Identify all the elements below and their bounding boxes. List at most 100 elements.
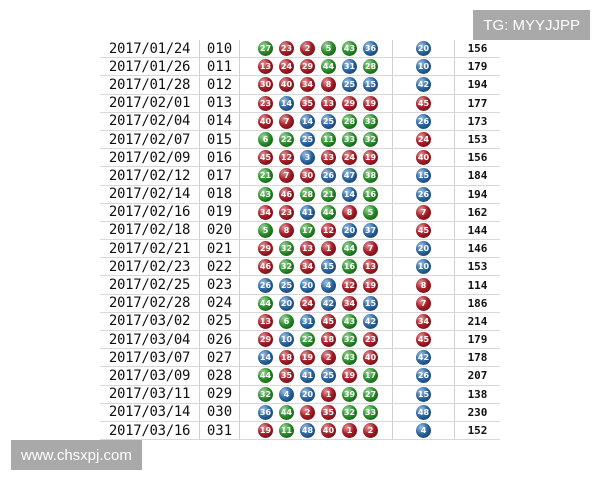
number-ball: 4 bbox=[321, 277, 336, 293]
regular-balls: 21 7 30 26 47 38 bbox=[240, 167, 393, 185]
number-ball: 25 bbox=[321, 113, 336, 129]
special-ball-cell: 45 bbox=[393, 94, 455, 112]
number-ball: 25 bbox=[279, 277, 294, 293]
draw-date: 2017/02/18 bbox=[100, 221, 200, 240]
sum-total: 173 bbox=[467, 114, 488, 128]
draw-date: 2017/03/11 bbox=[100, 385, 200, 403]
number-ball: 24 bbox=[342, 150, 357, 166]
table-row: 2017/03/07 027 14 18 19 2 43 40 42 178 bbox=[100, 349, 500, 368]
number-ball: 14 bbox=[279, 95, 294, 111]
special-ball: 42 bbox=[416, 77, 431, 93]
table-row: 2017/02/21 021 29 32 13 1 44 7 20 146 bbox=[100, 240, 500, 259]
draw-date: 2017/03/04 bbox=[100, 331, 200, 349]
number-ball: 7 bbox=[279, 113, 294, 129]
watermark-website: www.chsxpj.com bbox=[11, 440, 142, 470]
number-ball: 38 bbox=[363, 168, 378, 184]
issue-number: 022 bbox=[200, 258, 240, 276]
regular-balls: 27 23 2 5 43 36 bbox=[240, 40, 393, 58]
number-ball: 31 bbox=[342, 59, 357, 75]
number-ball: 44 bbox=[321, 204, 336, 220]
number-ball: 25 bbox=[321, 368, 336, 384]
number-ball: 28 bbox=[342, 113, 357, 129]
number-ball: 32 bbox=[279, 259, 294, 275]
table-row: 2017/03/09 028 44 35 41 25 19 17 26 207 bbox=[100, 367, 500, 386]
sum-total: 156 bbox=[467, 42, 488, 56]
number-ball: 40 bbox=[321, 423, 336, 439]
special-ball: 20 bbox=[416, 41, 431, 57]
table-row: 2017/02/23 022 46 32 34 15 16 13 10 153 bbox=[100, 258, 500, 277]
special-ball-cell: 20 bbox=[393, 240, 455, 258]
number-ball: 28 bbox=[363, 59, 378, 75]
number-ball: 34 bbox=[300, 259, 315, 275]
number-ball: 43 bbox=[342, 313, 357, 329]
number-ball: 32 bbox=[342, 404, 357, 420]
special-ball: 15 bbox=[416, 168, 431, 184]
number-ball: 10 bbox=[279, 332, 294, 348]
draw-date: 2017/02/07 bbox=[100, 130, 200, 149]
number-ball: 32 bbox=[279, 241, 294, 257]
number-ball: 2 bbox=[321, 350, 336, 366]
number-ball: 35 bbox=[279, 368, 294, 384]
number-ball: 29 bbox=[300, 59, 315, 75]
number-ball: 30 bbox=[258, 77, 273, 93]
number-ball: 43 bbox=[258, 186, 273, 202]
number-ball: 45 bbox=[321, 313, 336, 329]
number-ball: 8 bbox=[342, 204, 357, 220]
special-ball-cell: 7 bbox=[393, 294, 455, 312]
regular-balls: 29 10 22 18 32 23 bbox=[240, 331, 393, 349]
draw-date: 2017/02/14 bbox=[100, 185, 200, 203]
number-ball: 39 bbox=[342, 386, 357, 402]
draw-date: 2017/02/23 bbox=[100, 258, 200, 276]
number-ball: 18 bbox=[279, 350, 294, 366]
number-ball: 23 bbox=[279, 41, 294, 57]
table-row: 2017/03/04 026 29 10 22 18 32 23 45 179 bbox=[100, 331, 500, 350]
regular-balls: 32 4 20 1 39 27 bbox=[240, 385, 393, 403]
special-ball-cell: 34 bbox=[393, 312, 455, 330]
number-ball: 19 bbox=[300, 350, 315, 366]
regular-balls: 29 32 13 1 44 7 bbox=[240, 240, 393, 258]
number-ball: 29 bbox=[258, 332, 273, 348]
number-ball: 44 bbox=[342, 241, 357, 257]
draw-date: 2017/01/28 bbox=[100, 76, 200, 94]
sum-total: 156 bbox=[467, 151, 488, 165]
number-ball: 13 bbox=[258, 59, 273, 75]
number-ball: 44 bbox=[258, 368, 273, 384]
issue-number: 020 bbox=[200, 221, 240, 240]
special-ball: 10 bbox=[416, 59, 431, 75]
number-ball: 35 bbox=[300, 95, 315, 111]
number-ball: 22 bbox=[279, 132, 294, 148]
number-ball: 12 bbox=[342, 277, 357, 293]
number-ball: 19 bbox=[363, 277, 378, 293]
number-ball: 14 bbox=[258, 350, 273, 366]
table-row: 2017/02/14 018 43 46 28 21 14 16 26 194 bbox=[100, 185, 500, 204]
number-ball: 24 bbox=[279, 59, 294, 75]
issue-number: 016 bbox=[200, 149, 240, 167]
issue-number: 028 bbox=[200, 367, 240, 385]
number-ball: 44 bbox=[279, 404, 294, 420]
number-ball: 43 bbox=[342, 41, 357, 57]
number-ball: 20 bbox=[279, 295, 294, 311]
number-ball: 36 bbox=[258, 404, 273, 420]
special-ball: 8 bbox=[416, 277, 431, 293]
number-ball: 16 bbox=[363, 186, 378, 202]
number-ball: 24 bbox=[300, 295, 315, 311]
table-row: 2017/03/11 029 32 4 20 1 39 27 15 138 bbox=[100, 385, 500, 404]
number-ball: 40 bbox=[258, 113, 273, 129]
regular-balls: 6 22 25 11 33 32 bbox=[240, 130, 393, 149]
number-ball: 4 bbox=[279, 386, 294, 402]
issue-number: 024 bbox=[200, 294, 240, 312]
number-ball: 23 bbox=[363, 332, 378, 348]
regular-balls: 23 14 35 13 29 19 bbox=[240, 94, 393, 112]
number-ball: 5 bbox=[321, 41, 336, 57]
special-ball: 7 bbox=[416, 204, 431, 220]
number-ball: 12 bbox=[321, 222, 336, 238]
number-ball: 11 bbox=[321, 132, 336, 148]
table-row: 2017/03/16 031 19 11 48 40 1 2 4 152 bbox=[100, 421, 500, 441]
regular-balls: 40 7 14 25 28 33 bbox=[240, 112, 393, 130]
number-ball: 13 bbox=[300, 241, 315, 257]
draw-date: 2017/02/21 bbox=[100, 240, 200, 258]
issue-number: 023 bbox=[200, 276, 240, 294]
number-ball: 2 bbox=[300, 404, 315, 420]
regular-balls: 43 46 28 21 14 16 bbox=[240, 185, 393, 203]
sum-total: 179 bbox=[467, 60, 488, 74]
